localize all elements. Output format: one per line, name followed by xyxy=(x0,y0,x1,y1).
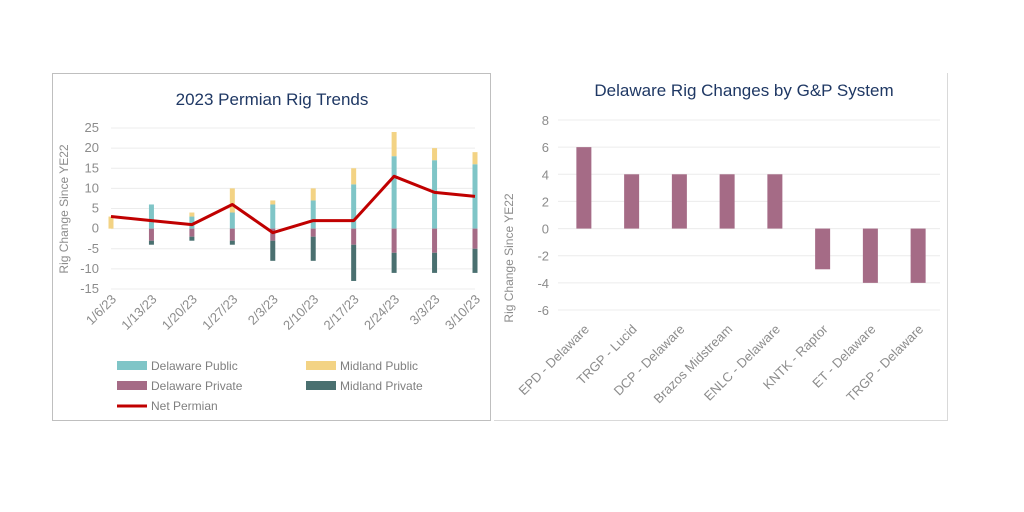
bar-segment xyxy=(189,236,195,241)
bar xyxy=(624,174,640,229)
bar-segment xyxy=(229,188,235,213)
bar-segment xyxy=(351,244,357,281)
legend-label: Midland Private xyxy=(340,379,423,393)
bar-segment xyxy=(351,184,357,229)
y-tick-label: 0 xyxy=(542,222,549,237)
bar-segment xyxy=(270,228,276,241)
x-tick-label: 2/17/23 xyxy=(321,292,362,333)
y-tick-label: -4 xyxy=(537,276,549,291)
y-tick-label: 15 xyxy=(85,160,99,175)
permian-rig-trends-panel: 2023 Permian Rig Trends Rig Change Since… xyxy=(52,73,491,421)
bar xyxy=(862,228,878,283)
bar xyxy=(815,228,831,270)
bar xyxy=(767,174,783,229)
bar-segment xyxy=(229,212,235,229)
bar-segment xyxy=(432,160,438,229)
delaware-rig-changes-chart: Delaware Rig Changes by G&P System Rig C… xyxy=(502,81,940,406)
x-tick-label: 2/10/23 xyxy=(280,292,321,333)
legend-swatch xyxy=(117,361,147,370)
bar-segment xyxy=(391,156,397,229)
x-tick-label: 3/3/23 xyxy=(407,292,443,328)
y-tick-label: -5 xyxy=(87,241,99,256)
bar xyxy=(576,147,592,229)
legend-label: Delaware Public xyxy=(151,359,238,373)
bar-segment xyxy=(189,216,195,229)
chart-title: 2023 Permian Rig Trends xyxy=(176,90,369,109)
y-tick-label: 4 xyxy=(542,167,549,182)
bar-segment xyxy=(432,228,438,253)
y-tick-label: 5 xyxy=(92,201,99,216)
x-tick-label: 1/6/23 xyxy=(83,292,119,328)
y-tick-label: 6 xyxy=(542,140,549,155)
y-axis-label: Rig Change Since YE22 xyxy=(502,193,516,323)
y-tick-label: 10 xyxy=(85,180,99,195)
bar-segment xyxy=(189,212,195,217)
bar-segment xyxy=(148,228,154,241)
y-tick-label: -2 xyxy=(537,249,549,264)
bar xyxy=(910,228,926,283)
bar-segment xyxy=(108,216,114,229)
bar-segment xyxy=(148,240,154,245)
x-tick-label: 2/24/23 xyxy=(361,292,402,333)
bar-segment xyxy=(310,200,316,229)
y-tick-label: 0 xyxy=(92,221,99,236)
bar xyxy=(719,174,735,229)
x-tick-label: 1/27/23 xyxy=(199,292,240,333)
x-tick-label: 1/13/23 xyxy=(118,292,159,333)
y-tick-label: 2 xyxy=(542,194,549,209)
bar-segment xyxy=(229,240,235,245)
legend-swatch xyxy=(117,381,147,390)
x-tick-label: 1/20/23 xyxy=(159,292,200,333)
bar-segment xyxy=(270,240,276,261)
chart-title: Delaware Rig Changes by G&P System xyxy=(594,81,893,100)
y-tick-label: 8 xyxy=(542,113,549,128)
y-tick-label: 20 xyxy=(85,140,99,155)
y-axis-label: Rig Change Since YE22 xyxy=(57,144,71,274)
bar-segment xyxy=(270,204,276,229)
legend-label: Net Permian xyxy=(151,399,218,413)
legend-swatch xyxy=(306,361,336,370)
bar-segment xyxy=(472,152,478,165)
delaware-rig-changes-panel: Delaware Rig Changes by G&P System Rig C… xyxy=(494,73,948,421)
bar-segment xyxy=(270,200,276,205)
net-permian-line xyxy=(110,174,476,235)
bar-segment xyxy=(351,168,357,185)
y-tick-label: -10 xyxy=(80,261,99,276)
bar-segment xyxy=(310,236,316,261)
legend-label: Midland Public xyxy=(340,359,418,373)
bar-segment xyxy=(229,228,235,241)
bar-segment xyxy=(472,248,478,273)
bar-segment xyxy=(310,188,316,201)
legend-swatch xyxy=(306,381,336,390)
bar-segment xyxy=(391,228,397,253)
bar-segment xyxy=(391,252,397,273)
legend-label: Delaware Private xyxy=(151,379,243,393)
permian-rig-trends-chart: 2023 Permian Rig Trends Rig Change Since… xyxy=(57,90,483,413)
bar-segment xyxy=(351,228,357,245)
bar-segment xyxy=(148,204,154,229)
y-tick-label: 25 xyxy=(85,120,99,135)
bar-segment xyxy=(432,148,438,161)
bar-segment xyxy=(391,132,397,157)
bar-segment xyxy=(432,252,438,273)
bar-segment xyxy=(310,228,316,237)
bar-segment xyxy=(472,228,478,249)
x-tick-label: EPD - Delaware xyxy=(515,322,592,399)
y-tick-label: -15 xyxy=(80,281,99,296)
x-tick-label: 3/10/23 xyxy=(442,292,483,333)
y-tick-label: -6 xyxy=(537,303,549,318)
bar-segment xyxy=(189,228,195,237)
x-tick-label: 2/3/23 xyxy=(245,292,281,328)
bar xyxy=(671,174,687,229)
